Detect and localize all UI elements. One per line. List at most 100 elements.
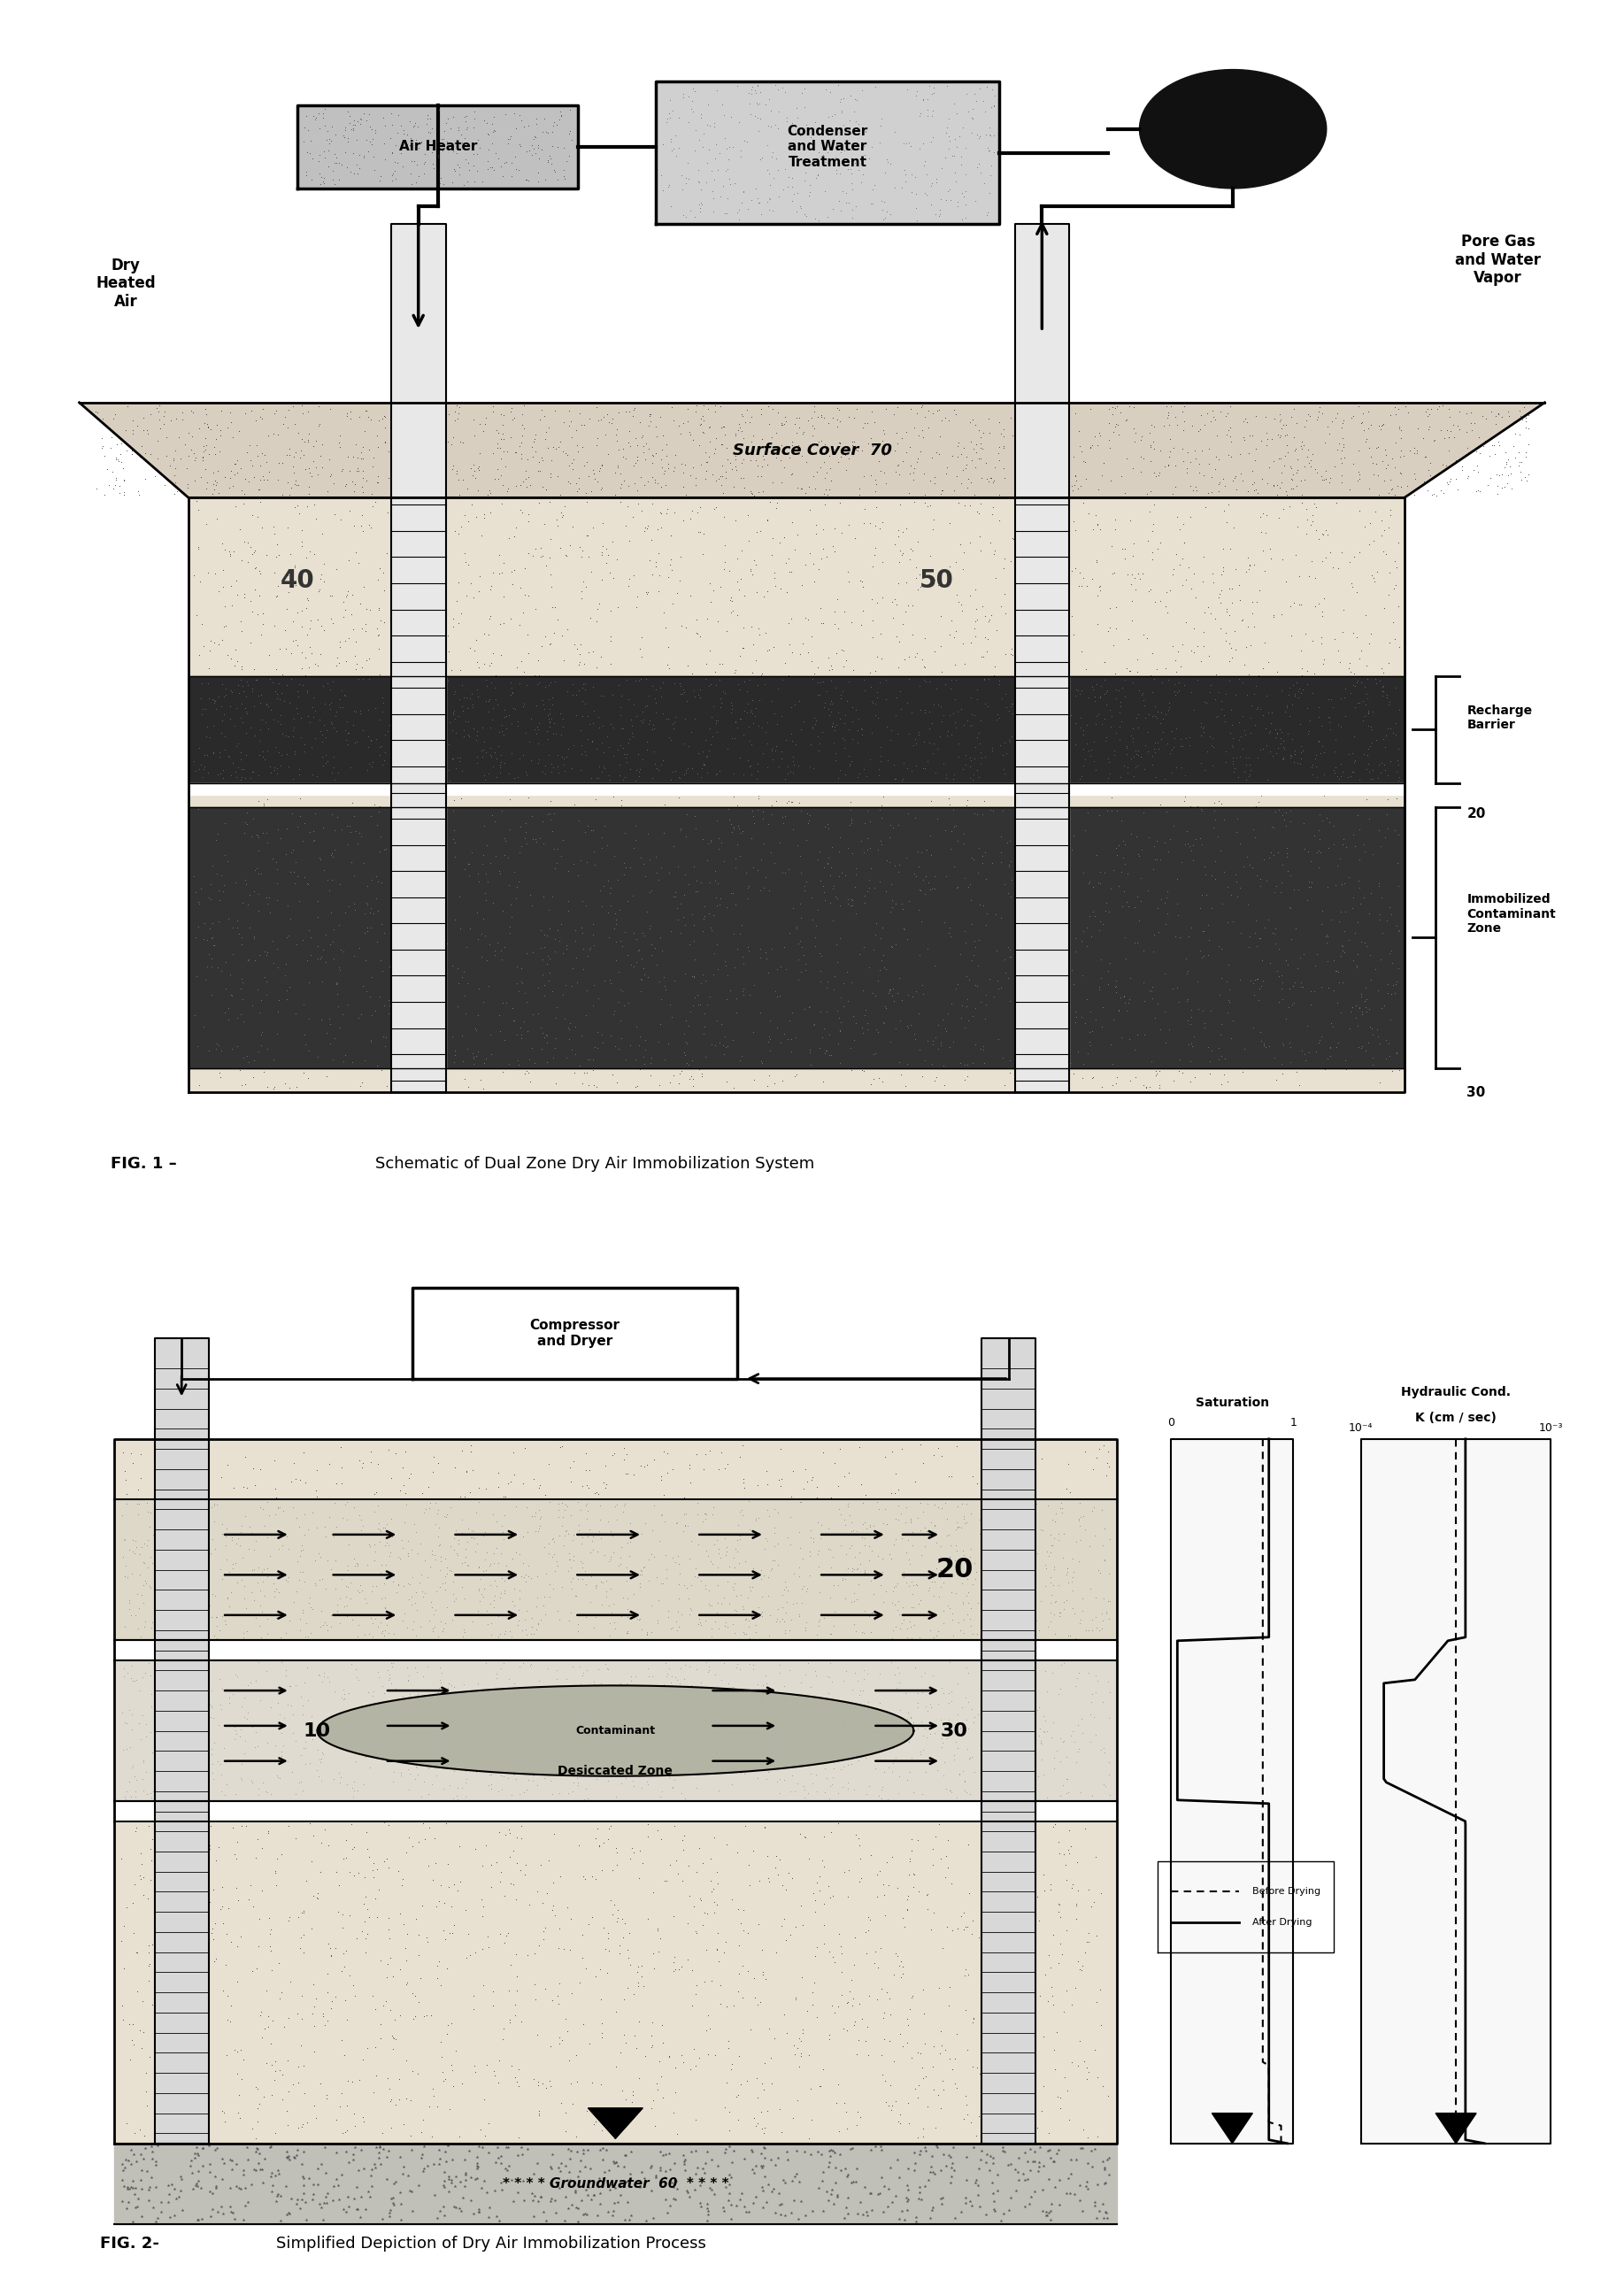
Point — [120, 412, 146, 448]
Point — [948, 1509, 974, 1546]
Point — [1075, 1914, 1101, 1951]
Point — [857, 1507, 883, 1544]
Point — [1002, 835, 1028, 871]
Point — [1304, 400, 1330, 437]
Point — [343, 121, 369, 158]
Point — [296, 476, 322, 512]
Point — [130, 1567, 156, 1603]
Point — [981, 979, 1007, 1015]
Point — [1324, 954, 1350, 990]
Point — [451, 119, 477, 156]
Point — [1052, 1583, 1078, 1619]
Point — [1260, 915, 1286, 951]
Point — [1497, 455, 1523, 492]
Point — [315, 1926, 341, 1962]
Point — [1007, 499, 1033, 535]
Point — [1174, 983, 1200, 1020]
Point — [1220, 903, 1246, 940]
Point — [989, 588, 1015, 624]
Point — [378, 2180, 404, 2216]
Point — [1069, 1715, 1095, 1752]
Point — [736, 1482, 762, 1519]
Point — [689, 1882, 715, 1919]
Point — [1142, 842, 1168, 878]
Point — [983, 647, 1009, 684]
Point — [447, 130, 473, 167]
Point — [352, 1043, 378, 1079]
Point — [849, 1052, 875, 1089]
Point — [961, 448, 987, 485]
Point — [424, 2088, 450, 2125]
Point — [950, 533, 976, 569]
Point — [310, 707, 336, 743]
Point — [905, 2079, 931, 2115]
Point — [328, 2074, 354, 2111]
Point — [749, 1560, 775, 1596]
Point — [588, 871, 614, 908]
Point — [378, 1686, 404, 1722]
Point — [741, 798, 767, 835]
Point — [1069, 432, 1095, 469]
Point — [780, 1859, 806, 1896]
Point — [736, 1953, 762, 1990]
Point — [538, 691, 564, 727]
Point — [542, 2182, 568, 2218]
Point — [270, 444, 296, 480]
Point — [1189, 876, 1215, 913]
Point — [895, 1702, 921, 1738]
Point — [442, 1907, 468, 1944]
Point — [820, 190, 846, 226]
Point — [1010, 1692, 1036, 1729]
Point — [1004, 1544, 1030, 1580]
Point — [374, 1068, 400, 1105]
Point — [1353, 929, 1379, 965]
Point — [1270, 1025, 1296, 1061]
Point — [677, 1592, 703, 1628]
Point — [997, 1054, 1023, 1091]
Point — [1143, 759, 1169, 796]
Point — [715, 1445, 741, 1482]
Point — [538, 2063, 564, 2099]
Point — [1330, 430, 1356, 467]
Point — [404, 736, 430, 773]
Point — [1127, 860, 1153, 897]
Point — [318, 1551, 344, 1587]
Point — [667, 1555, 693, 1592]
Point — [713, 1923, 739, 1960]
Point — [437, 1738, 463, 1775]
Point — [1262, 915, 1288, 951]
Point — [1223, 471, 1249, 508]
Point — [1095, 1445, 1121, 1482]
Point — [435, 1846, 461, 1882]
Point — [1236, 551, 1262, 588]
Point — [469, 846, 495, 883]
Point — [968, 519, 994, 556]
Point — [284, 1573, 310, 1610]
Point — [987, 1804, 1013, 1841]
Point — [823, 945, 849, 981]
Point — [1306, 1025, 1332, 1061]
Point — [611, 1429, 637, 1466]
Point — [822, 1944, 848, 1981]
Point — [1376, 624, 1402, 661]
Point — [158, 403, 184, 439]
Point — [349, 101, 375, 137]
Point — [182, 1907, 208, 1944]
Point — [885, 389, 911, 425]
Point — [162, 1697, 188, 1734]
Point — [715, 1027, 741, 1063]
Point — [1507, 416, 1533, 453]
Point — [1281, 983, 1307, 1020]
Point — [1004, 695, 1030, 732]
Point — [448, 780, 474, 816]
Point — [138, 1688, 164, 1724]
Point — [978, 1711, 1004, 1747]
Point — [448, 1500, 474, 1537]
Point — [944, 613, 970, 650]
Point — [261, 1855, 287, 1891]
Point — [763, 489, 789, 526]
Point — [775, 1571, 801, 1608]
Point — [1348, 979, 1374, 1015]
Point — [313, 1519, 339, 1555]
Point — [539, 1891, 565, 1928]
